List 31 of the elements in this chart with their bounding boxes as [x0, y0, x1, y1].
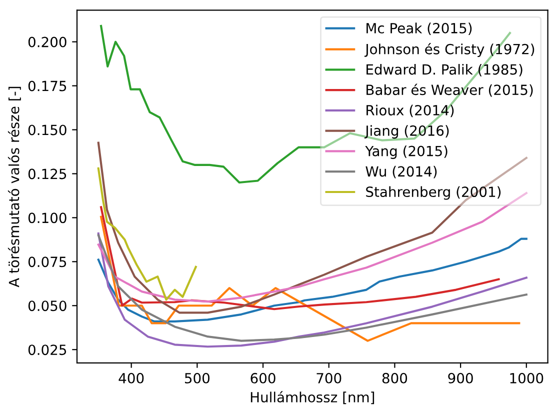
legend-label: Wu (2014) [366, 166, 437, 178]
y-tick-label: 0.175 [28, 80, 66, 92]
y-tick-label: 0.125 [28, 168, 66, 180]
x-tick-label: 1000 [510, 372, 544, 384]
legend-label: Rioux (2014) [366, 104, 454, 118]
x-tick-label: 900 [448, 372, 473, 384]
y-tick-label: 0.200 [28, 36, 66, 48]
legend-label: Jiang (2016) [364, 125, 449, 139]
legend-label: Stahrenberg (2001) [366, 186, 501, 200]
line-series [100, 206, 500, 310]
x-axis-title: Hullámhossz [nm] [250, 391, 374, 404]
x-tick-label: 600 [250, 372, 276, 384]
line-series [97, 142, 528, 314]
legend-label: Yang (2015) [365, 146, 448, 159]
line-series [97, 238, 528, 322]
legend-label: Mc Peak (2015) [366, 22, 472, 36]
y-tick-label: 0.075 [28, 256, 66, 268]
y-tick-label: 0.150 [28, 124, 66, 136]
x-tick-label: 500 [184, 372, 210, 384]
line-series [97, 167, 197, 301]
y-tick-label: 0.050 [28, 300, 66, 312]
legend-label: Edward D. Palik (1985) [366, 64, 522, 76]
x-tick-label: 800 [382, 372, 408, 384]
y-axis-title: A törésmutató valós része [-] [8, 86, 21, 288]
y-tick-label: 0.025 [28, 344, 66, 356]
y-tick-label: 0.100 [28, 212, 66, 224]
legend-label: Babar és Weaver (2015) [366, 84, 533, 97]
line-series [100, 216, 520, 342]
x-tick-label: 400 [118, 372, 144, 384]
x-tick-label: 700 [316, 372, 342, 384]
legend-label: Johnson és Cristy (1972) [364, 43, 534, 58]
